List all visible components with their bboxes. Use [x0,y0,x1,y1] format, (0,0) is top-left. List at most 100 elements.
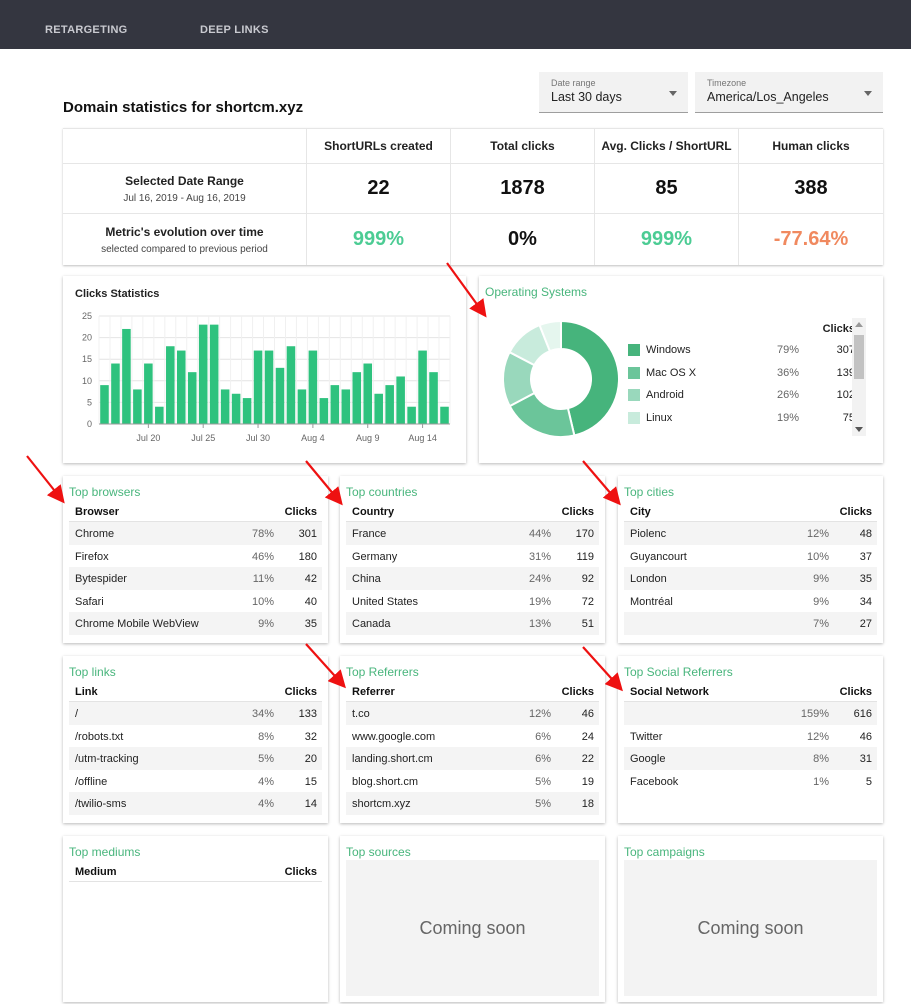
table-row[interactable]: / 34% 133 [69,702,322,725]
column-header: Referrer [352,686,395,698]
os-legend-item[interactable]: Mac OS X 36% 139 [625,365,855,381]
y-tick-label: 5 [87,397,92,407]
table-row[interactable]: China 24% 92 [346,567,599,590]
row-clicks: 616 [853,708,872,720]
row-clicks: 27 [859,618,872,630]
table-row[interactable]: Facebook 1% 5 [624,770,877,793]
chart-bar [440,406,449,424]
table-row[interactable]: /offline 4% 15 [69,770,322,793]
annotation-arrow [26,455,65,504]
table-row[interactable]: Piolenc 12% 48 [624,522,877,545]
table-header: Link Clicks [69,680,322,702]
table-row[interactable]: blog.short.cm 5% 19 [346,770,599,793]
os-scrollbar[interactable] [852,318,866,436]
coming-soon-placeholder: Coming soon [346,860,599,996]
row-clicks: 46 [859,730,872,743]
row-name: /utm-tracking [75,753,139,765]
row-clicks: 42 [304,573,317,585]
chart-bar [155,406,164,424]
summary-value-cell: -77.64% [739,214,883,265]
table-row[interactable]: Germany 31% 119 [346,545,599,568]
nav-deep-links[interactable]: DEEP LINKS [200,24,269,36]
chart-title: Clicks Statistics [75,288,160,300]
chart-bar [286,346,296,424]
avg-clicks-value: 85 [655,177,678,199]
table-row[interactable]: Twitter 12% 46 [624,725,877,748]
os-percent: 19% [776,411,799,424]
table-row[interactable]: Montréal 9% 34 [624,590,877,613]
row-percent: 9% [258,618,274,630]
top-browsers-table: Browser Clicks Chrome 78% 301 Firefox 46% 180 By… [69,500,322,635]
timezone-select[interactable]: Timezone America/Los_Angeles [695,72,883,113]
card-title: Top sources [346,845,411,859]
table-row[interactable]: landing.short.cm 6% 22 [346,747,599,770]
y-tick-label: 25 [82,311,92,321]
table-row[interactable]: London 9% 35 [624,567,877,590]
top-referrers-card: Top Referrers Referrer Clicks t.co 12% 46 www… [340,656,605,823]
dropdown-caret-icon [864,91,872,96]
top-sources-card: Top sources Coming soon [340,836,605,1002]
os-name: Windows [646,344,691,356]
nav-retargeting[interactable]: RETARGETING [45,24,128,36]
column-header: City [630,506,651,518]
scroll-down-icon[interactable] [855,427,863,432]
table-row[interactable]: Chrome 78% 301 [69,522,322,545]
table-row[interactable]: Guyancourt 10% 37 [624,545,877,568]
table-row[interactable]: t.co 12% 46 [346,702,599,725]
chart-bar [166,346,175,424]
legend-swatch [628,344,640,356]
row-clicks: 46 [581,708,594,720]
table-row[interactable]: /robots.txt 8% 32 [69,725,322,748]
table-row[interactable]: Canada 13% 51 [346,612,599,635]
date-range-label: Date range [551,78,596,88]
os-clicks: 139 [836,366,855,379]
os-legend-item[interactable]: Windows 79% 307 [625,342,855,358]
table-row[interactable]: Chrome Mobile WebView 9% 35 [69,612,322,635]
legend-swatch [628,411,640,424]
page-title: Domain statistics for shortcm.xyz [63,99,304,116]
row-percent: 11% [252,573,274,585]
row-clicks: 22 [581,753,594,765]
summary-value-cell: 999% [595,214,739,265]
scroll-up-icon[interactable] [855,322,863,327]
chart-bar [396,376,405,424]
chart-bar [385,385,394,424]
os-legend-item[interactable]: Android 26% 102 [625,387,855,403]
row-percent: 8% [258,730,274,743]
table-row[interactable]: Google 8% 31 [624,747,877,770]
table-row[interactable]: 7% 27 [624,612,877,635]
donut-slice[interactable] [538,319,562,353]
date-range-select[interactable]: Date range Last 30 days [539,72,688,113]
table-row[interactable]: Firefox 46% 180 [69,545,322,568]
top-referrers-table: Referrer Clicks t.co 12% 46 www.google.com 6% 2… [346,680,599,815]
top-campaigns-card: Top campaigns Coming soon [618,836,883,1002]
table-header: Browser Clicks [69,500,322,522]
chart-bar [198,324,208,424]
shorturls-evolution-value: 999% [352,228,405,250]
chart-bar [111,363,120,424]
y-tick-label: 20 [82,333,92,343]
os-legend-item[interactable]: Linux 19% 75 [625,410,855,426]
scrollbar-thumb[interactable] [854,335,864,379]
y-tick-label: 0 [87,419,92,429]
table-row[interactable]: France 44% 170 [346,522,599,545]
summary-value-cell: 0% [451,214,595,265]
row-clicks: 18 [581,798,594,810]
table-row[interactable]: /twilio-sms 4% 14 [69,792,322,815]
x-tick-label: Jul 25 [191,433,215,443]
top-mediums-table: Medium Clicks [69,860,322,882]
table-row[interactable]: 159% 616 [624,702,877,725]
os-percent: 26% [776,389,799,401]
table-row[interactable]: /utm-tracking 5% 20 [69,747,322,770]
row-clicks: 48 [859,528,872,540]
os-donut-chart [502,319,620,438]
row-clicks: 35 [304,618,317,630]
table-row[interactable]: shortcm.xyz 5% 18 [346,792,599,815]
summary-row-sublabel: Jul 16, 2019 - Aug 16, 2019 [123,192,246,204]
table-row[interactable]: Safari 10% 40 [69,590,322,613]
donut-slice[interactable] [560,319,620,437]
table-row[interactable]: www.google.com 6% 24 [346,725,599,748]
card-title: Top Referrers [346,665,419,679]
table-row[interactable]: Bytespider 11% 42 [69,567,322,590]
table-row[interactable]: United States 19% 72 [346,590,599,613]
